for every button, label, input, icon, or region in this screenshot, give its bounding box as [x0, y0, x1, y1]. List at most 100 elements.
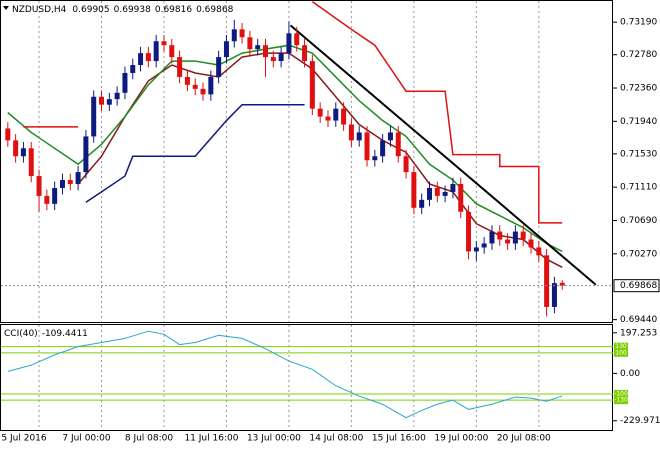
candle-body	[348, 124, 354, 141]
candle-body	[544, 255, 550, 307]
candle-body	[145, 53, 151, 62]
candle-body	[67, 180, 73, 184]
y-tick-label: 0.00	[620, 369, 640, 379]
candle-body	[83, 136, 89, 173]
candle-body	[333, 108, 339, 121]
candle-body	[364, 132, 370, 161]
price-frame	[0, 0, 613, 323]
candle-body	[255, 45, 261, 50]
candle-body	[309, 61, 315, 109]
candle-body	[231, 29, 237, 42]
x-tick-label: 15 Jul 16:00	[372, 434, 426, 444]
candle-body	[223, 41, 229, 58]
candle-body	[325, 116, 331, 121]
level-box	[614, 348, 628, 357]
candle-body	[5, 128, 11, 141]
y-tick-label: 0.72360	[620, 84, 657, 94]
menu-arrow[interactable]	[3, 6, 9, 10]
symbol: NZDUSD,H4	[12, 5, 67, 15]
x-tick-label: 20 Jul 08:00	[497, 434, 551, 444]
candle-body	[130, 65, 136, 73]
candle-body	[380, 140, 386, 157]
candle-body	[450, 184, 456, 192]
x-tick-label: 19 Jul 00:00	[434, 434, 488, 444]
candle-body	[138, 53, 144, 66]
level-box	[614, 396, 628, 405]
candle-body	[551, 283, 557, 307]
overlay-line	[85, 103, 305, 203]
y-tick-label: 0.72780	[620, 50, 657, 60]
cci-title: CCI(40)	[4, 329, 38, 339]
candle-body	[13, 140, 19, 157]
candle-body	[489, 231, 495, 244]
y-tick-label: 0.71110	[620, 183, 657, 193]
candle-body	[395, 132, 401, 157]
candle-body	[36, 176, 42, 196]
overlay-line	[289, 24, 597, 286]
candle-body	[481, 243, 487, 248]
candle-body	[239, 29, 245, 38]
y-tick-label: -229.9716	[620, 416, 660, 426]
y-tick-label: 0.69440	[620, 315, 657, 325]
x-tick-label: 7 Jul 00:00	[62, 434, 111, 444]
candle-body	[208, 76, 214, 95]
candle-body	[169, 45, 175, 58]
candle-body	[426, 187, 432, 200]
level-box	[614, 342, 628, 351]
level-box	[614, 389, 628, 398]
last-price-label: 0.69868	[620, 281, 657, 291]
candle-body	[442, 191, 448, 196]
candle-body	[559, 282, 565, 286]
candle-body	[44, 195, 50, 204]
candle-body	[302, 45, 308, 62]
candle-body	[403, 156, 409, 173]
x-tick-label: 5 Jul 2016	[1, 434, 46, 444]
candle-body	[294, 33, 300, 46]
candle-body	[200, 88, 206, 95]
candle-body	[286, 33, 292, 54]
candle-body	[520, 231, 526, 240]
level-label: 130	[615, 343, 627, 350]
candle-body	[216, 57, 222, 77]
header-high: 0.69938	[114, 5, 151, 15]
candle-body	[177, 57, 183, 77]
candle-body	[270, 57, 276, 62]
x-tick-label: 14 Jul 08:00	[309, 434, 363, 444]
candle-body	[505, 239, 511, 244]
level-label: -100	[614, 390, 628, 397]
header-open: 0.69905	[72, 5, 109, 15]
candle-body	[247, 37, 253, 50]
header-close: 0.69868	[196, 5, 233, 15]
candle-body	[52, 187, 58, 204]
chart-header: NZDUSD,H4 0.69905 0.69938 0.69816 0.69868	[12, 5, 234, 15]
candle-body	[458, 184, 464, 212]
candle-body	[161, 41, 167, 46]
candle-body	[434, 187, 440, 196]
y-tick-label: 0.71940	[620, 117, 657, 127]
candle-body	[341, 108, 347, 125]
candle-body	[114, 92, 120, 100]
candle-body	[512, 231, 518, 244]
candle-body	[263, 45, 269, 58]
candle-body	[419, 199, 425, 208]
candle-body	[20, 148, 26, 157]
candle-body	[387, 132, 393, 141]
candle-body	[122, 72, 128, 93]
y-tick-label: 0.73190	[620, 18, 657, 28]
candle-body	[497, 231, 503, 240]
last-price-box	[613, 279, 660, 293]
candle-body	[192, 84, 198, 89]
candle-body	[278, 53, 284, 62]
overlay-line	[311, 0, 563, 224]
y-tick-label: 197.253	[620, 328, 657, 338]
cci-value: -109.4411	[42, 329, 88, 339]
candle-body	[28, 148, 34, 177]
y-tick-label: 0.71530	[620, 149, 657, 159]
x-tick-label: 11 Jul 16:00	[184, 434, 238, 444]
candle-body	[466, 211, 472, 252]
cci-header: CCI(40) -109.4411	[4, 329, 88, 339]
candle-body	[59, 180, 65, 188]
header-low: 0.69816	[155, 5, 192, 15]
